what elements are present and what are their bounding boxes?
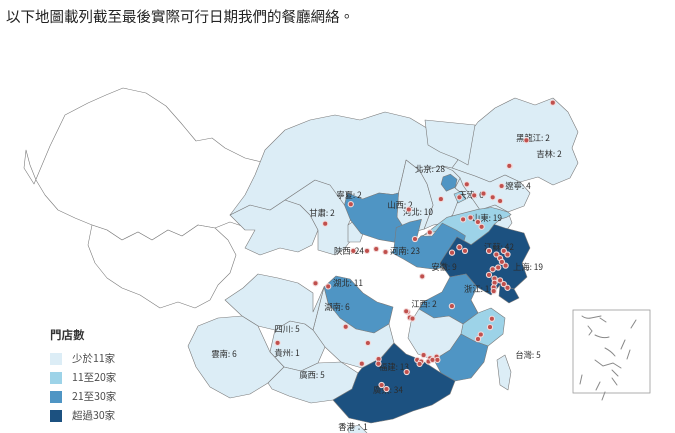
svg-text:遼寧: 4: 遼寧: 4 [505,180,531,192]
svg-text:湖北: 11: 湖北: 11 [333,277,363,289]
svg-text:吉林: 2: 吉林: 2 [536,148,562,160]
svg-text:台灣: 5: 台灣: 5 [515,349,541,361]
svg-text:雲南: 6: 雲南: 6 [211,348,237,360]
svg-text:安徽: 9: 安徽: 9 [431,261,457,273]
svg-text:陝西: 24: 陝西: 24 [334,245,364,257]
svg-text:上海: 19: 上海: 19 [513,261,543,273]
svg-text:貴州: 1: 貴州: 1 [274,347,300,359]
svg-text:香港：1: 香港：1 [338,421,368,433]
svg-text:寧夏: 2: 寧夏: 2 [336,189,362,201]
svg-text:甘肅: 2: 甘肅: 2 [309,207,335,219]
svg-text:廣西: 5: 廣西: 5 [299,369,325,381]
svg-text:湖南: 6: 湖南: 6 [324,301,350,313]
svg-text:江西: 2: 江西: 2 [411,298,437,310]
svg-text:黑龍江: 2: 黑龍江: 2 [516,132,550,144]
svg-text:北京: 28: 北京: 28 [415,163,445,175]
svg-text:四川: 5: 四川: 5 [274,323,300,335]
svg-text:浙江: 17: 浙江: 17 [464,283,494,295]
svg-text:河南: 23: 河南: 23 [390,245,420,257]
